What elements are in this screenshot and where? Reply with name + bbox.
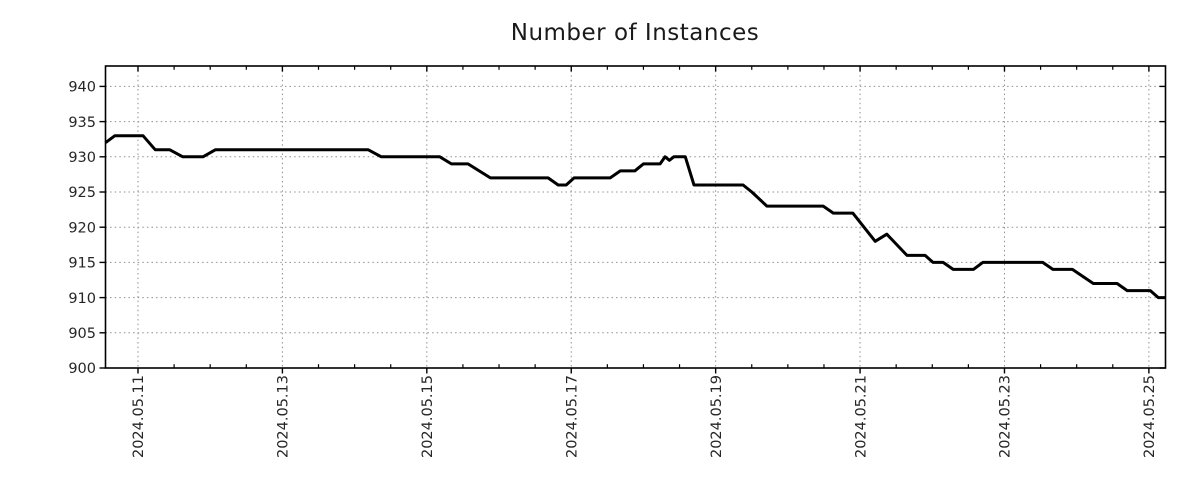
x-tick-label: 2024.05.13 [276, 375, 292, 458]
x-tick-label: 2024.05.17 [564, 375, 580, 458]
x-tick-label: 2024.05.11 [131, 375, 147, 458]
series-layer [104, 134, 1166, 300]
gridlines [105, 66, 1166, 369]
plot-border [104, 65, 1167, 369]
y-tick-label: 940 [68, 80, 96, 96]
chart-title: Number of Instances [511, 20, 760, 46]
axis-labels: 900 905 910 915 920 925 930 935 940 2024.05.11 202… [68, 80, 1158, 458]
y-tick-label: 935 [68, 115, 96, 131]
series-line [104, 134, 1166, 300]
y-tick-label: 910 [68, 291, 96, 307]
x-tick-label: 2024.05.23 [998, 375, 1014, 458]
x-tick-label: 2024.05.15 [420, 375, 436, 458]
x-tick-label: 2024.05.25 [1142, 375, 1158, 458]
x-tick-label: 2024.05.19 [709, 375, 725, 458]
x-tick-label: 2024.05.21 [853, 375, 869, 458]
y-tick-label: 900 [68, 361, 96, 377]
y-tick-label: 930 [68, 150, 96, 166]
y-tick-label: 915 [68, 256, 96, 272]
y-tick-label: 920 [68, 220, 96, 236]
y-tick-label: 905 [68, 326, 96, 342]
y-tick-label: 925 [68, 185, 96, 201]
axis-ticks [99, 66, 1166, 374]
